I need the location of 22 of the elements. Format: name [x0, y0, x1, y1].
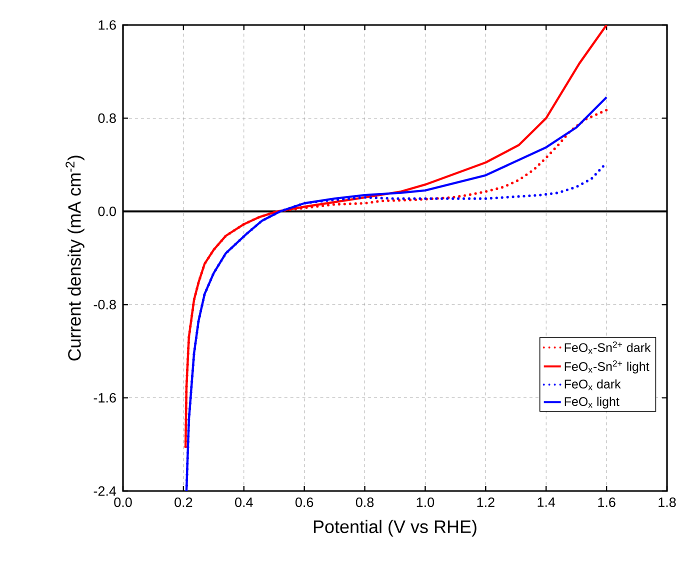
y-tick-label: -2.4 [94, 486, 116, 496]
y-tick-label: -0.8 [94, 300, 116, 310]
y-tick-label: 0.8 [98, 113, 116, 123]
y-tick-label: 0.0 [98, 206, 116, 216]
legend-label: FeO$_{x}$ dark [564, 379, 621, 390]
x-tick-label: 1.6 [598, 498, 616, 508]
y-tick-label: 1.6 [98, 20, 116, 30]
x-tick-label: 0.4 [235, 498, 253, 508]
x-tick-label: 1.2 [477, 498, 494, 507]
y-axis-title: Current density (mA cm$^{-2}$) [66, 156, 84, 360]
x-tick-label: 1.0 [416, 498, 434, 508]
x-axis-title: Potential (V vs RHE) [314, 520, 476, 537]
x-tick-label: 1.4 [538, 498, 556, 507]
y-tick-label: -1.6 [94, 393, 116, 403]
x-tick-label: 0.8 [356, 498, 374, 508]
legend-label: FeO$_{x}$-Sn$^{2+}$ dark [564, 341, 651, 354]
x-tick-label: 0.2 [174, 498, 192, 508]
legend-label: FeO$_{x}$-Sn$^{2+}$ light [564, 360, 650, 374]
legend-label: FeO$_{x}$ light [564, 396, 620, 408]
x-tick-label: 0.0 [114, 498, 132, 508]
x-tick-label: 0.6 [295, 498, 314, 508]
x-tick-label: 1.8 [658, 498, 676, 508]
